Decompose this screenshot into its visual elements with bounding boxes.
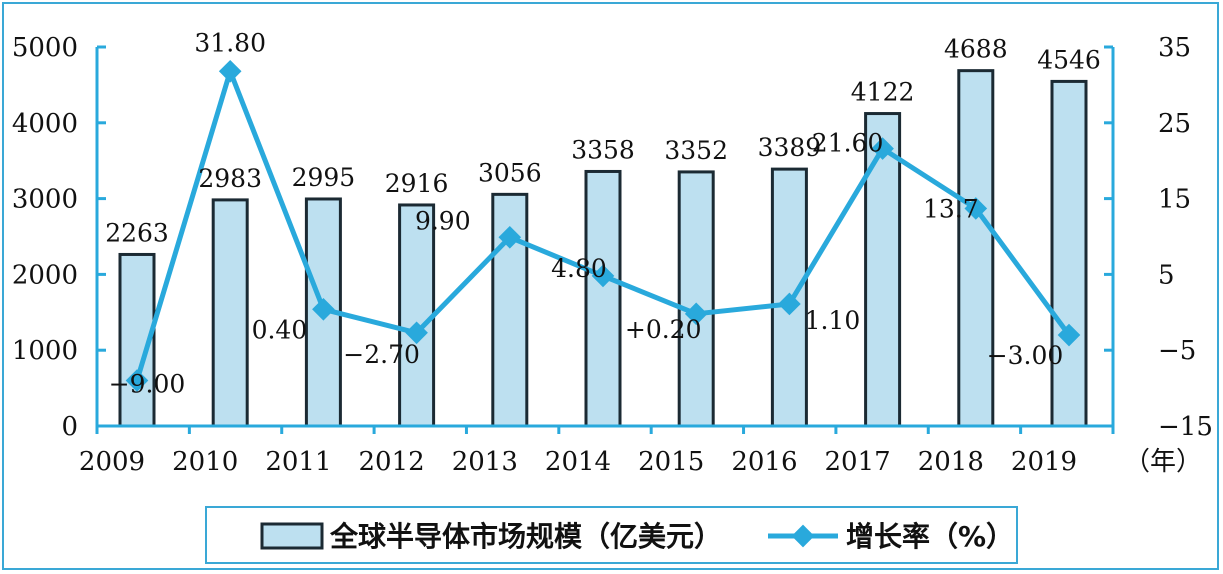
x-axis-unit: （年） — [1124, 447, 1202, 477]
legend-line-label: 增长率（%） — [846, 520, 1014, 553]
x-tick-label-2014: 2014 — [545, 447, 611, 477]
growth-label-2010: 31.80 — [194, 28, 266, 57]
bar-label-2019: 4546 — [1037, 45, 1101, 74]
bar-label-2014: 3358 — [571, 135, 635, 164]
bar-2014 — [584, 169, 622, 428]
bar-2017 — [864, 112, 902, 428]
x-tick-label-2009: 2009 — [79, 447, 145, 477]
y-left-tick-label: 5000 — [12, 33, 78, 63]
bars-layer — [118, 69, 1088, 428]
x-tick-label-2013: 2013 — [452, 447, 518, 477]
bar-2019 — [1050, 79, 1088, 428]
legend-box — [205, 506, 1018, 564]
x-tick-label-2012: 2012 — [359, 447, 425, 477]
legend-bar-label: 全球半导体市场规模（亿美元） — [329, 520, 722, 553]
growth-point-2019 — [1057, 323, 1081, 347]
bar-label-2017: 4122 — [851, 78, 915, 107]
bar-2012 — [398, 203, 436, 428]
growth-label-2016: 1.10 — [805, 306, 861, 335]
y-right-tick-label: 15 — [1158, 185, 1191, 215]
bar-2018 — [957, 69, 995, 428]
y-left-tick-label: 4000 — [12, 109, 78, 139]
bar-label-2012: 2916 — [385, 169, 449, 198]
x-tick-label-2017: 2017 — [825, 447, 891, 477]
growth-point-2010 — [218, 59, 242, 83]
legend-bar-swatch — [260, 522, 324, 550]
growth-label-2009: −9.00 — [109, 370, 186, 399]
y-left-tick-label: 1000 — [12, 336, 78, 366]
growth-point-2011 — [312, 297, 335, 321]
growth-point-2016 — [778, 292, 801, 316]
growth-point-2012 — [405, 321, 428, 345]
y-right-tick-label: −15 — [1158, 412, 1213, 442]
legend-line-marker — [791, 524, 815, 548]
growth-label-2018: 13.7 — [923, 194, 979, 223]
x-tick-label-2019: 2019 — [1011, 447, 1077, 477]
x-tick-label-2011: 2011 — [265, 447, 331, 477]
growth-label-2011: 0.40 — [252, 315, 308, 344]
x-tick-label-2016: 2016 — [731, 447, 797, 477]
labels-layer: 2263 2983 2995 2916 3056 3358 3352 3389 4122 4688… — [105, 28, 1101, 398]
growth-point-2015 — [684, 302, 708, 326]
y-left-tick-label: 0 — [61, 412, 78, 442]
bar-2015 — [677, 170, 715, 428]
y-right-tick-label: 35 — [1158, 33, 1191, 63]
growth-label-2015: +0.20 — [625, 315, 702, 344]
y-right-tick-label: 5 — [1158, 260, 1175, 290]
y-right-tick-label: −5 — [1158, 336, 1196, 366]
bar-label-2018: 4688 — [944, 35, 1008, 64]
bar-2010 — [211, 198, 249, 428]
legend: 全球半导体市场规模（亿美元） 增长率（%） — [205, 506, 1018, 564]
bar-label-2009: 2263 — [105, 218, 169, 247]
x-tick-label-2018: 2018 — [918, 447, 984, 477]
growth-point-2014 — [591, 264, 615, 288]
growth-label-2014: 4.80 — [551, 254, 607, 283]
growth-label-2019: −3.00 — [987, 341, 1064, 370]
y-left-tick-label: 2000 — [12, 260, 78, 290]
growth-label-2017: 21.60 — [812, 129, 884, 158]
bar-label-2010: 2983 — [198, 164, 262, 193]
x-tick-label-2010: 2010 — [172, 447, 238, 477]
growth-label-2013: 9.90 — [415, 206, 471, 235]
axes-layer: 0 1000 2000 3000 4000 5000 −15 −5 5 15 25 35 2009 201… — [12, 33, 1213, 477]
bar-label-2013: 3056 — [478, 158, 542, 187]
growth-label-2012: −2.70 — [343, 340, 420, 369]
y-left-tick-label: 3000 — [12, 185, 78, 215]
x-tick-label-2015: 2015 — [638, 447, 704, 477]
bar-label-2016: 3389 — [758, 133, 822, 162]
bar-label-2015: 3352 — [664, 136, 728, 165]
y-right-tick-label: 25 — [1158, 109, 1191, 139]
bar-label-2011: 2995 — [292, 163, 356, 192]
